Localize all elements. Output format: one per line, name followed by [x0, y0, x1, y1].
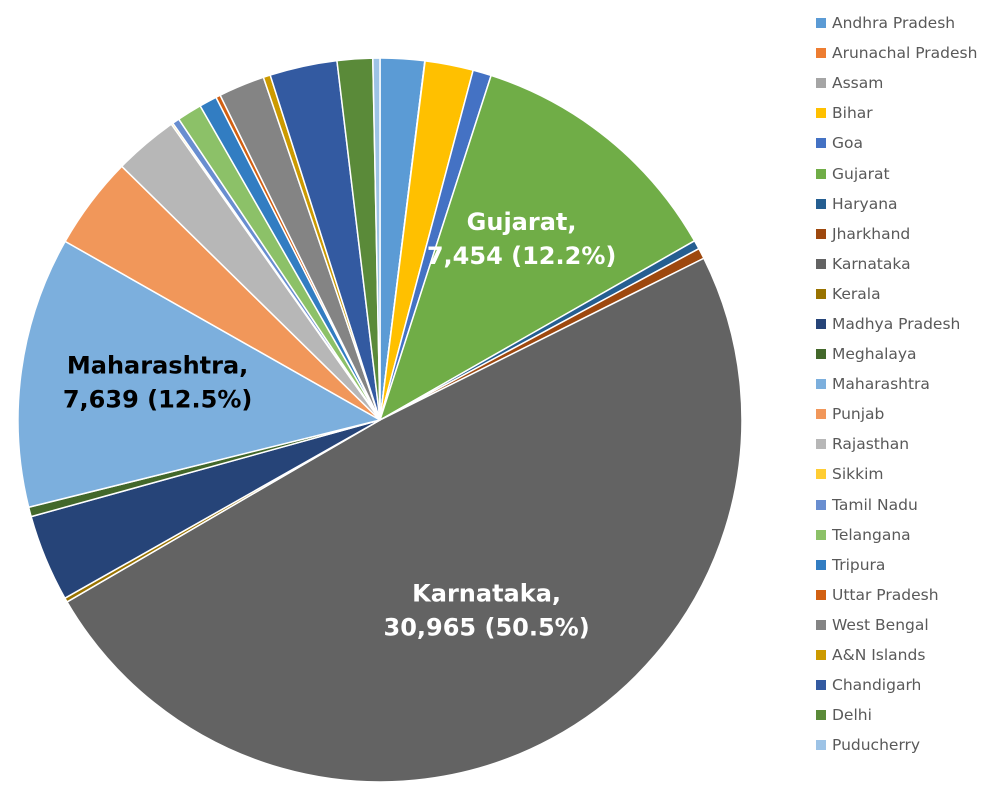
legend-swatch	[816, 439, 826, 450]
legend-item-telangana: Telangana	[816, 520, 1000, 550]
pie-data-labels: Gujarat, 7,454 (12.2%) Karnataka, 30,965 (5…	[63, 208, 616, 642]
legend-swatch	[816, 198, 826, 209]
data-label-maharashtra: Maharashtra, 7,639 (12.5%)	[63, 352, 252, 414]
data-label-gujarat: Gujarat, 7,454 (12.2%)	[427, 208, 616, 270]
legend-item-jharkhand: Jharkhand	[816, 219, 1000, 249]
legend-swatch	[816, 680, 826, 691]
legend-item-uttar-pradesh: Uttar Pradesh	[816, 580, 1000, 610]
legend-label: West Bengal	[832, 615, 929, 634]
legend-item-assam: Assam	[816, 68, 1000, 98]
legend-swatch	[816, 499, 826, 510]
legend-label: Madhya Pradesh	[832, 314, 961, 333]
legend-item-meghalaya: Meghalaya	[816, 339, 1000, 369]
legend-item-chandigarh: Chandigarh	[816, 670, 1000, 700]
legend-item-west-bengal: West Bengal	[816, 610, 1000, 640]
legend-swatch	[816, 48, 826, 59]
legend-label: Arunachal Pradesh	[832, 44, 978, 63]
legend-label: Jharkhand	[832, 224, 911, 243]
legend-label: Rajasthan	[832, 435, 910, 454]
legend-swatch	[816, 409, 826, 420]
legend-label: Andhra Pradesh	[832, 14, 956, 33]
legend-item-sikkim: Sikkim	[816, 459, 1000, 489]
legend-label: Haryana	[832, 194, 898, 213]
legend-label: Gujarat	[832, 164, 890, 183]
legend-swatch	[816, 529, 826, 540]
legend-label: Sikkim	[832, 465, 884, 484]
legend-swatch	[816, 650, 826, 661]
legend-swatch	[816, 740, 826, 751]
legend-item-kerala: Kerala	[816, 279, 1000, 309]
legend-swatch	[816, 78, 826, 89]
legend-label: Kerala	[832, 284, 881, 303]
legend-swatch	[816, 710, 826, 721]
legend-item-goa: Goa	[816, 128, 1000, 158]
legend-swatch	[816, 559, 826, 570]
legend-label: A&N Islands	[832, 646, 926, 665]
legend-label: Bihar	[832, 104, 873, 123]
legend-label: Punjab	[832, 405, 885, 424]
legend-swatch	[816, 349, 826, 360]
legend-swatch	[816, 18, 826, 29]
legend-swatch	[816, 469, 826, 480]
data-label-karnataka: Karnataka, 30,965 (50.5%)	[384, 580, 590, 642]
pie-slice-karnataka	[66, 257, 743, 783]
legend-swatch	[816, 379, 826, 390]
legend-item-aandn-islands: A&N Islands	[816, 640, 1000, 670]
legend-label: Tripura	[832, 555, 886, 574]
legend-item-karnataka: Karnataka	[816, 249, 1000, 279]
legend-swatch	[816, 138, 826, 149]
legend-item-tamil-nadu: Tamil Nadu	[816, 490, 1000, 520]
legend-swatch	[816, 619, 826, 630]
legend-label: Delhi	[832, 706, 872, 725]
legend-label: Telangana	[832, 525, 911, 544]
pie-slice-maharashtra	[17, 240, 381, 508]
legend-label: Tamil Nadu	[832, 495, 918, 514]
legend-swatch	[816, 258, 826, 269]
legend-item-puducherry: Puducherry	[816, 730, 1000, 760]
legend-swatch	[816, 228, 826, 239]
pie-slices	[17, 57, 743, 783]
legend-label: Chandigarh	[832, 676, 922, 695]
legend-item-tripura: Tripura	[816, 550, 1000, 580]
legend-label: Maharashtra	[832, 375, 930, 394]
chart-legend: Andhra Pradesh Arunachal Pradesh Assam Biha…	[816, 8, 1000, 760]
legend-item-delhi: Delhi	[816, 700, 1000, 730]
legend-label: Karnataka	[832, 254, 911, 273]
legend-item-punjab: Punjab	[816, 399, 1000, 429]
legend-item-madhya-pradesh: Madhya Pradesh	[816, 309, 1000, 339]
legend-item-arunachal-pradesh: Arunachal Pradesh	[816, 38, 1000, 68]
legend-swatch	[816, 589, 826, 600]
pie-chart: Gujarat, 7,454 (12.2%) Karnataka, 30,965 (5…	[17, 57, 743, 783]
legend-item-andhra-pradesh: Andhra Pradesh	[816, 8, 1000, 38]
legend-item-gujarat: Gujarat	[816, 158, 1000, 188]
legend-swatch	[816, 168, 826, 179]
legend-item-rajasthan: Rajasthan	[816, 429, 1000, 459]
legend-label: Assam	[832, 74, 884, 93]
legend-item-bihar: Bihar	[816, 98, 1000, 128]
legend-item-maharashtra: Maharashtra	[816, 369, 1000, 399]
pie-slice-gujarat	[379, 74, 696, 421]
legend-item-haryana: Haryana	[816, 189, 1000, 219]
legend-label: Puducherry	[832, 736, 921, 755]
legend-swatch	[816, 108, 826, 119]
legend-label: Meghalaya	[832, 345, 917, 364]
legend-label: Uttar Pradesh	[832, 585, 939, 604]
legend-swatch	[816, 318, 826, 329]
legend-swatch	[816, 288, 826, 299]
pie-slice-puducherry	[372, 57, 381, 421]
legend-label: Goa	[832, 134, 863, 153]
